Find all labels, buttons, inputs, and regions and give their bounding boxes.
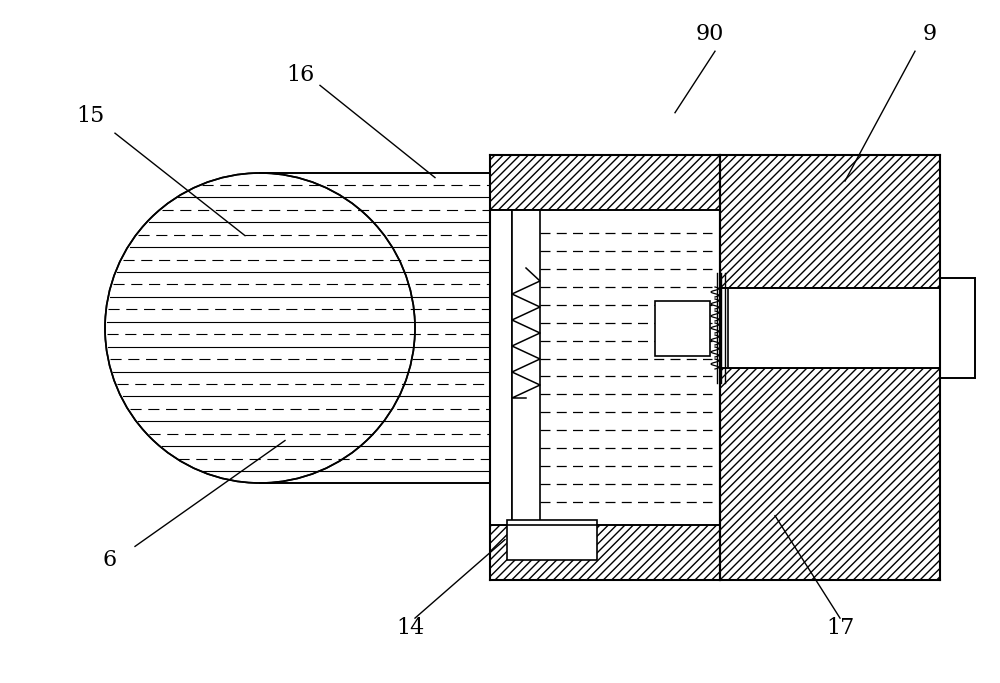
Bar: [940, 278, 975, 378]
Bar: [490, 210, 512, 525]
Text: 9: 9: [923, 23, 937, 45]
Bar: [507, 520, 597, 560]
Bar: [512, 210, 540, 525]
Bar: [720, 368, 940, 580]
Bar: [260, 173, 490, 483]
Circle shape: [105, 173, 415, 483]
Text: 14: 14: [396, 617, 424, 639]
Bar: [720, 155, 940, 288]
Text: 15: 15: [76, 105, 104, 127]
Text: 17: 17: [826, 617, 854, 639]
Bar: [490, 525, 720, 580]
Text: 16: 16: [286, 64, 314, 86]
Text: 90: 90: [696, 23, 724, 45]
Bar: [720, 288, 940, 368]
Text: 6: 6: [103, 549, 117, 571]
Bar: [655, 301, 710, 355]
Bar: [490, 155, 720, 210]
